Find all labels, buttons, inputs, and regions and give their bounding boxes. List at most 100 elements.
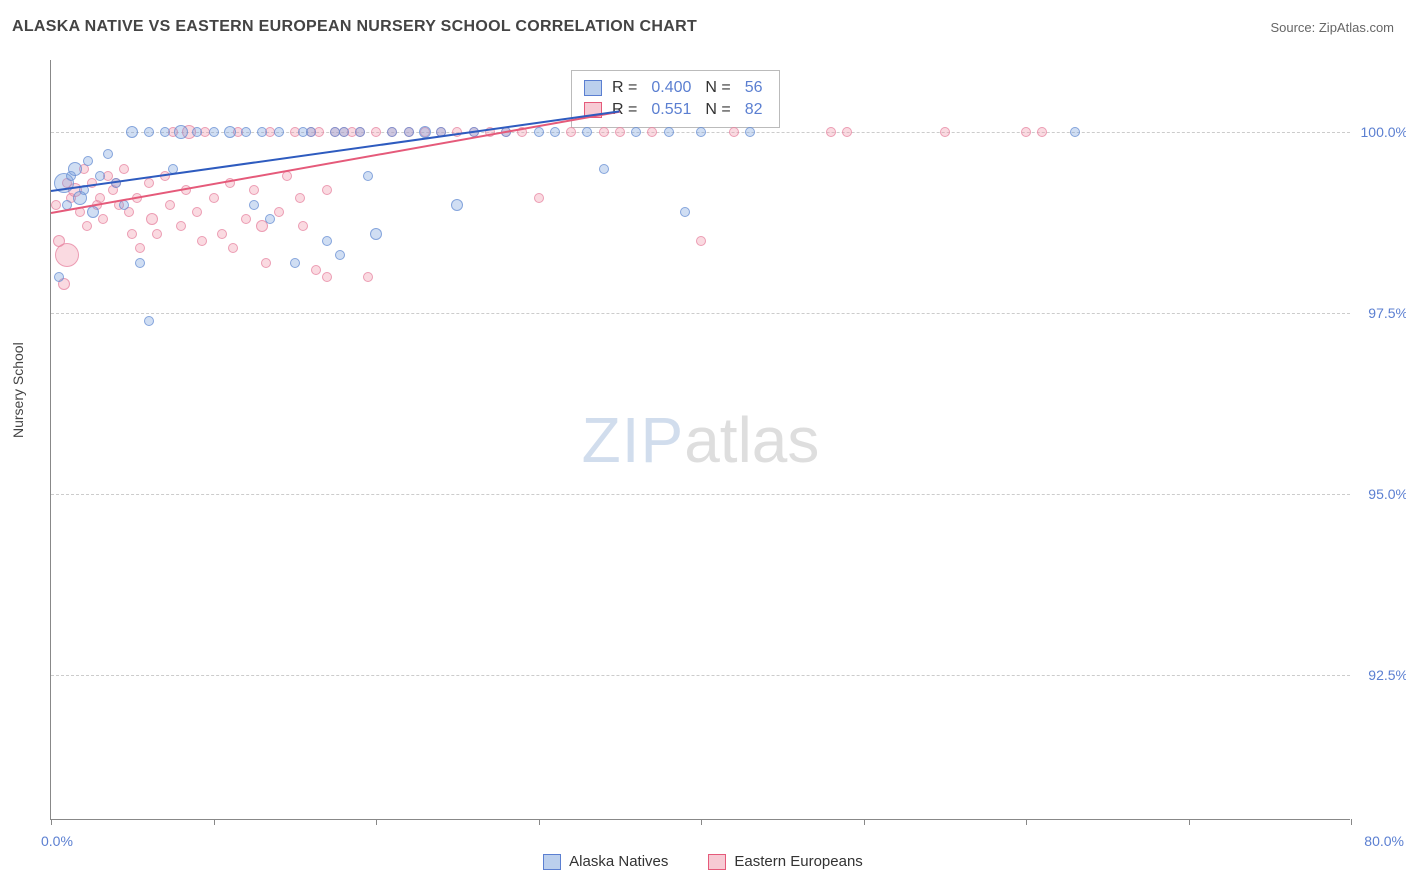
- scatter-point: [95, 193, 105, 203]
- source-label: Source: ZipAtlas.com: [1270, 20, 1394, 35]
- y-axis-title: Nursery School: [10, 342, 26, 438]
- x-tick-label-min: 0.0%: [41, 833, 73, 849]
- scatter-point: [387, 127, 397, 137]
- scatter-point: [249, 185, 259, 195]
- x-tick: [864, 819, 865, 825]
- scatter-point: [363, 272, 373, 282]
- legend-item-b: Eastern Europeans: [708, 853, 862, 870]
- watermark-zip: ZIP: [582, 404, 685, 476]
- scatter-point: [680, 207, 690, 217]
- legend-label-a: Alaska Natives: [569, 853, 668, 870]
- scatter-point: [696, 236, 706, 246]
- scatter-point: [87, 206, 99, 218]
- x-tick: [1351, 819, 1352, 825]
- scatter-point: [826, 127, 836, 137]
- scatter-point: [1037, 127, 1047, 137]
- scatter-point: [371, 127, 381, 137]
- scatter-point: [228, 243, 238, 253]
- r-label-a: R =: [612, 79, 637, 97]
- scatter-point: [265, 214, 275, 224]
- scatter-point: [729, 127, 739, 137]
- scatter-point: [842, 127, 852, 137]
- legend-swatch-b-icon: [708, 854, 726, 870]
- scatter-point: [451, 199, 463, 211]
- legend-swatch-a-icon: [543, 854, 561, 870]
- r-value-a: 0.400: [647, 79, 695, 97]
- scatter-point: [664, 127, 674, 137]
- legend-label-b: Eastern Europeans: [734, 853, 862, 870]
- scatter-point: [197, 236, 207, 246]
- scatter-point: [295, 193, 305, 203]
- swatch-a-icon: [584, 80, 602, 96]
- scatter-point: [311, 265, 321, 275]
- scatter-point: [165, 200, 175, 210]
- stats-box: R = 0.400 N = 56 R = 0.551 N = 82: [571, 70, 780, 128]
- n-label-a: N =: [705, 79, 730, 97]
- x-tick: [51, 819, 52, 825]
- scatter-point: [224, 126, 236, 138]
- scatter-point: [274, 127, 284, 137]
- scatter-point: [144, 316, 154, 326]
- x-tick: [539, 819, 540, 825]
- scatter-point: [647, 127, 657, 137]
- scatter-point: [322, 236, 332, 246]
- scatter-point: [152, 229, 162, 239]
- stats-row-a: R = 0.400 N = 56: [584, 77, 767, 99]
- scatter-point: [940, 127, 950, 137]
- scatter-point: [1021, 127, 1031, 137]
- scatter-point: [274, 207, 284, 217]
- scatter-point: [534, 127, 544, 137]
- scatter-point: [55, 243, 79, 267]
- scatter-point: [241, 214, 251, 224]
- x-tick: [1189, 819, 1190, 825]
- trend-line: [51, 111, 620, 193]
- scatter-point: [404, 127, 414, 137]
- chart-header: ALASKA NATIVE VS EASTERN EUROPEAN NURSER…: [12, 18, 1394, 36]
- scatter-point: [209, 127, 219, 137]
- scatter-point: [599, 164, 609, 174]
- scatter-point: [745, 127, 755, 137]
- scatter-point: [257, 127, 267, 137]
- scatter-point: [127, 229, 137, 239]
- scatter-point: [582, 127, 592, 137]
- chart-title: ALASKA NATIVE VS EASTERN EUROPEAN NURSER…: [12, 18, 697, 36]
- scatter-point: [83, 156, 93, 166]
- scatter-point: [217, 229, 227, 239]
- scatter-point: [322, 185, 332, 195]
- scatter-point: [135, 243, 145, 253]
- scatter-point: [363, 171, 373, 181]
- scatter-point: [144, 127, 154, 137]
- scatter-point: [370, 228, 382, 240]
- scatter-point: [98, 214, 108, 224]
- scatter-point: [146, 213, 158, 225]
- y-tick-label: 92.5%: [1368, 667, 1406, 683]
- scatter-point: [68, 162, 82, 176]
- scatter-point: [144, 178, 154, 188]
- scatter-point: [249, 200, 259, 210]
- legend-item-a: Alaska Natives: [543, 853, 668, 870]
- scatter-point: [335, 250, 345, 260]
- scatter-point: [209, 193, 219, 203]
- scatter-point: [174, 125, 188, 139]
- scatter-point: [176, 221, 186, 231]
- scatter-point: [306, 127, 316, 137]
- stats-row-b: R = 0.551 N = 82: [584, 99, 767, 121]
- scatter-point: [631, 127, 641, 137]
- x-tick: [214, 819, 215, 825]
- n-value-a: 56: [741, 79, 767, 97]
- scatter-point: [103, 149, 113, 159]
- x-tick-label-max: 80.0%: [1364, 833, 1404, 849]
- plot-area: ZIPatlas R = 0.400 N = 56 R = 0.551 N = …: [50, 60, 1350, 820]
- scatter-point: [298, 221, 308, 231]
- scatter-point: [192, 127, 202, 137]
- scatter-point: [534, 193, 544, 203]
- grid-line: [51, 494, 1350, 495]
- scatter-point: [160, 127, 170, 137]
- n-label-b: N =: [705, 101, 730, 119]
- scatter-point: [599, 127, 609, 137]
- r-value-b: 0.551: [647, 101, 695, 119]
- y-tick-label: 97.5%: [1368, 305, 1406, 321]
- scatter-point: [696, 127, 706, 137]
- y-tick-label: 100.0%: [1361, 124, 1406, 140]
- bottom-legend: Alaska Natives Eastern Europeans: [0, 853, 1406, 870]
